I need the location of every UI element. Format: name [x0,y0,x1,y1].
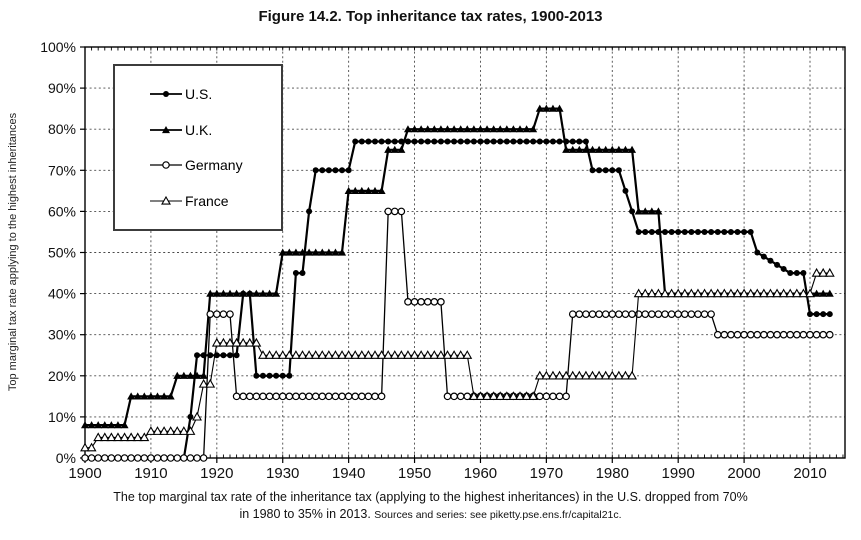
svg-text:20%: 20% [48,368,76,384]
svg-text:1970: 1970 [530,465,563,482]
legend-label-france: France [185,193,229,210]
svg-text:30%: 30% [48,327,76,343]
svg-text:1900: 1900 [68,465,101,482]
svg-text:1930: 1930 [266,465,299,482]
plot-border [84,46,846,459]
legend-label-us: U.S. [185,85,213,102]
svg-text:50%: 50% [48,245,76,261]
chart-legend: U.S. U.K. Germany France [113,64,283,231]
open-circle-line-icon [150,161,182,170]
legend-label-uk: U.K. [185,121,213,138]
svg-text:1940: 1940 [332,465,365,482]
svg-text:1920: 1920 [200,465,233,482]
svg-text:80%: 80% [48,121,76,137]
svg-text:1910: 1910 [134,465,167,482]
open-triangle-line-icon [150,196,182,205]
y-axis-labels: 0% 10% 20% 30% 40% 50% 60% 70% 80% 90% 100% [40,39,76,466]
svg-text:2010: 2010 [793,465,826,482]
caption-line-2: in 1980 to 35% in 2013. Sources and seri… [239,507,622,521]
svg-text:1950: 1950 [398,465,431,482]
svg-text:1990: 1990 [662,465,695,482]
svg-text:70%: 70% [48,162,76,178]
svg-text:10%: 10% [48,409,76,425]
svg-text:60%: 60% [48,203,76,219]
svg-text:40%: 40% [48,286,76,302]
source-note: Sources and series: see piketty.pse.ens.… [374,509,622,521]
svg-text:1980: 1980 [596,465,629,482]
caption-line-1: The top marginal tax rate of the inherit… [113,490,748,504]
svg-text:1960: 1960 [464,465,497,482]
x-axis-labels: 1900 1910 1920 1930 1940 1950 1960 1970 1980 1990… [68,465,826,482]
filled-circle-line-icon [150,90,182,97]
svg-text:90%: 90% [48,80,76,96]
legend-item-us: U.S. [148,86,281,102]
legend-item-france: France [148,193,281,209]
figure-caption: The top marginal tax rate of the inherit… [0,489,861,524]
y-axis-title: Top marginal tax rate applying to the hi… [7,112,19,392]
svg-text:100%: 100% [40,39,76,55]
legend-item-uk: U.K. [148,122,281,138]
series-france [80,267,835,452]
figure-title: Figure 14.2. Top inheritance tax rates, … [258,8,603,25]
legend-label-germany: Germany [185,157,243,174]
svg-text:2000: 2000 [727,465,760,482]
legend-item-germany: Germany [148,157,281,173]
svg-text:0%: 0% [56,450,76,466]
filled-triangle-line-icon [150,125,182,133]
